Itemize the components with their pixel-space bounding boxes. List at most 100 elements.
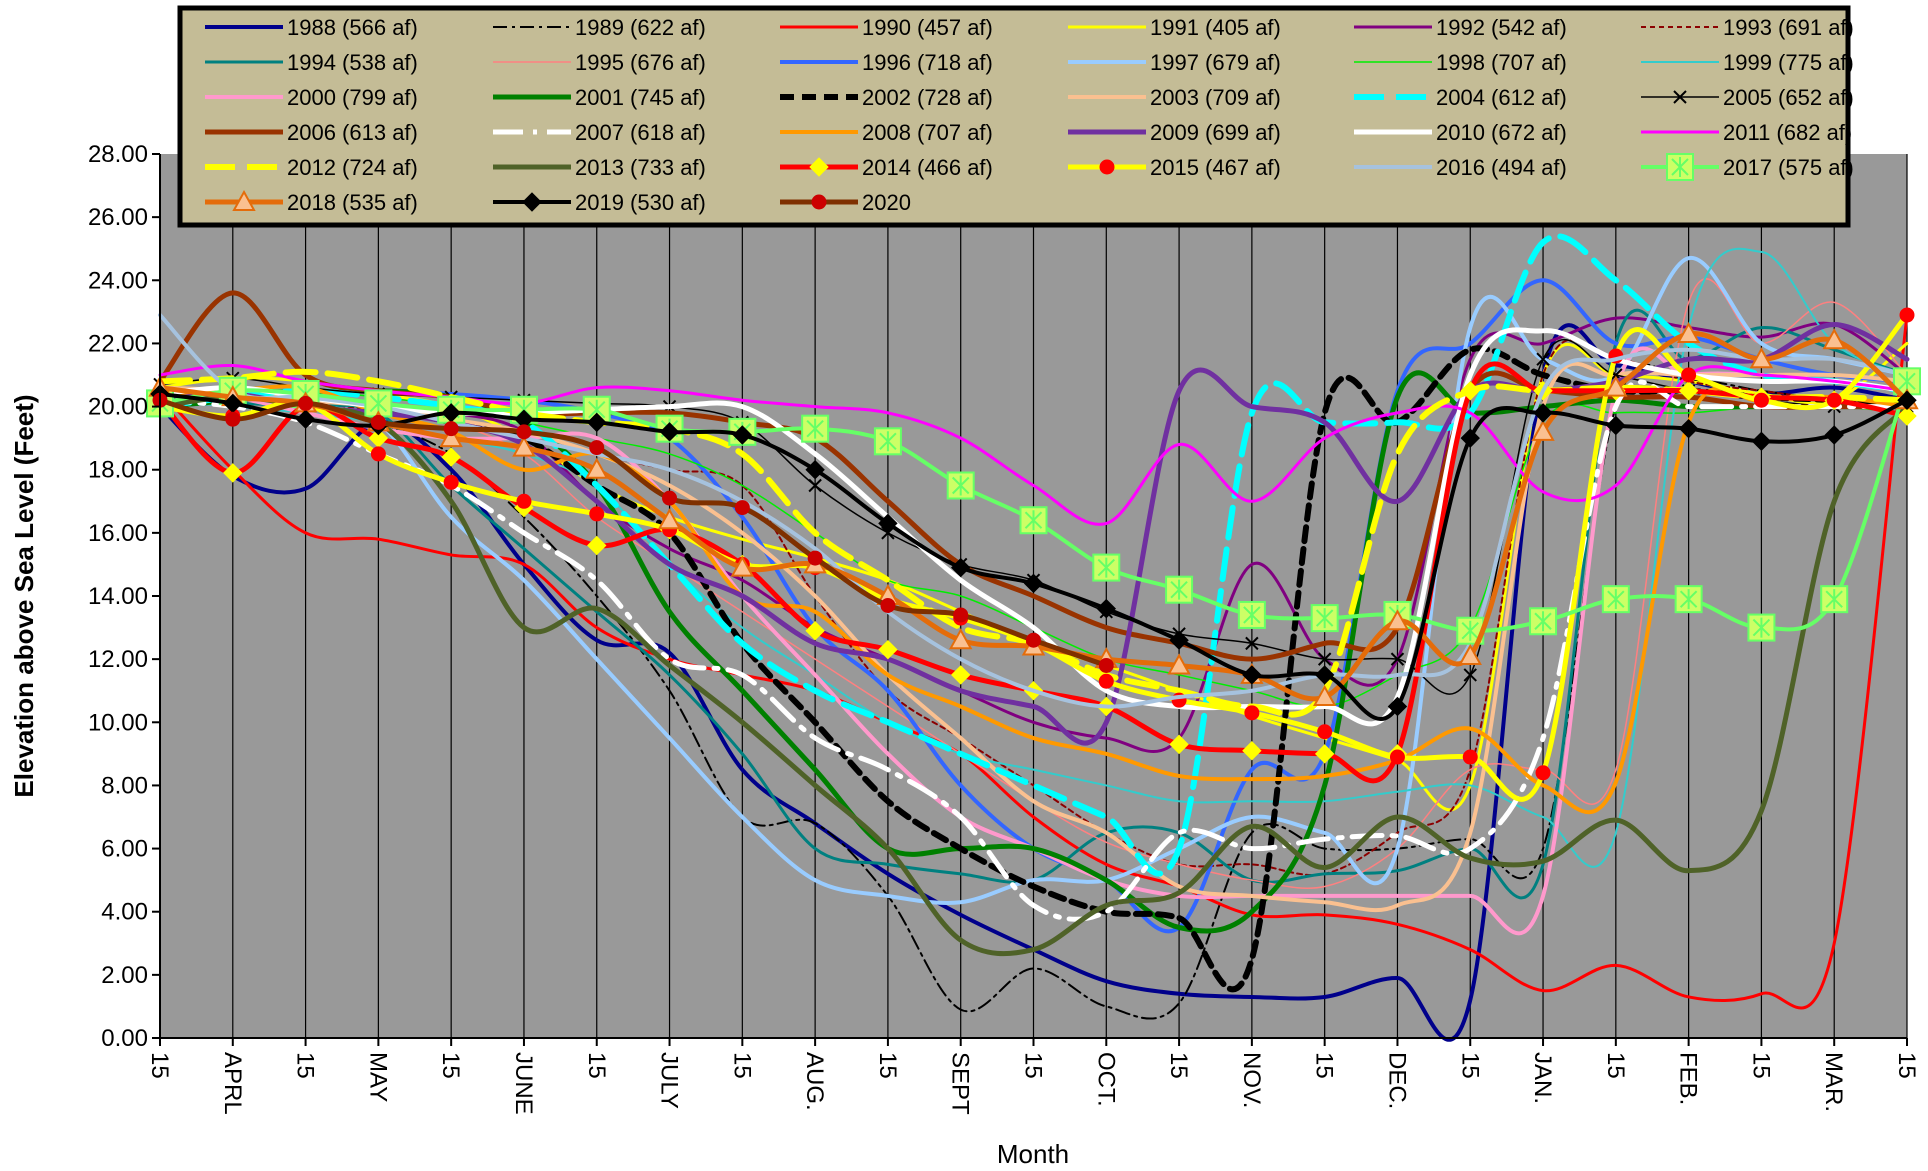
legend-label: 2000 (799 af)	[287, 85, 418, 110]
data-point	[1024, 510, 1043, 531]
axes	[152, 153, 1908, 1046]
legend-label: 1997 (679 af)	[1150, 50, 1281, 75]
data-point	[732, 425, 753, 445]
legend-entry: 2011 (682 af)	[1641, 120, 1852, 145]
data-point	[1751, 431, 1772, 452]
x-tick-label: 15	[1311, 1052, 1338, 1079]
x-tick-label: 15	[146, 1052, 173, 1079]
x-tick-label: 15	[1165, 1052, 1192, 1079]
legend-label: 2017 (575 af)	[1723, 155, 1854, 180]
x-tick-label: AUG.	[801, 1052, 828, 1111]
legend-entry: 1997 (679 af)	[1068, 50, 1281, 75]
data-point	[1385, 609, 1410, 631]
legend-entry: 2014 (466 af)	[780, 155, 993, 180]
data-point	[1314, 665, 1335, 685]
data-point	[659, 422, 680, 442]
series-line	[157, 379, 1910, 922]
x-tick-label: JULY	[656, 1052, 683, 1109]
data-point	[1096, 598, 1116, 619]
legend-marker	[1673, 90, 1687, 104]
legend-marker	[1099, 159, 1115, 175]
legend-label: 2018 (535 af)	[287, 190, 418, 215]
legend-entry: 1995 (676 af)	[493, 50, 706, 75]
data-point	[1312, 684, 1337, 707]
legend-entry: 2000 (799 af)	[205, 85, 418, 110]
data-point	[1458, 643, 1482, 665]
legend-label: 2004 (612 af)	[1436, 85, 1567, 110]
data-point	[1317, 652, 1332, 666]
legend-label: 2016 (494 af)	[1436, 155, 1567, 180]
data-point	[807, 550, 823, 566]
legend-entry: 1998 (707 af)	[1354, 50, 1567, 75]
legend-entry: 2019 (530 af)	[493, 190, 706, 215]
legend-entry: 2015 (467 af)	[1068, 155, 1281, 180]
legend-entry: 1992 (542 af)	[1354, 15, 1567, 40]
data-point	[1607, 589, 1625, 610]
series-line	[158, 323, 1909, 1042]
legend-label: 1992 (542 af)	[1436, 15, 1567, 40]
y-tick-label: 14.00	[88, 583, 148, 610]
series-20	[158, 384, 1909, 815]
legend-label: 1994 (538 af)	[287, 50, 418, 75]
data-point	[585, 457, 609, 479]
legend-label: 1993 (691 af)	[1723, 15, 1854, 40]
data-point	[1244, 705, 1260, 721]
legend-entry: 2006 (613 af)	[205, 120, 418, 145]
data-point	[1533, 403, 1553, 423]
legend-label: 1991 (405 af)	[1150, 15, 1281, 40]
data-point	[1169, 630, 1189, 650]
data-point	[1536, 352, 1550, 366]
legend-label: 2003 (709 af)	[1150, 85, 1281, 110]
x-tick-label: JUNE	[510, 1052, 537, 1115]
data-point	[1023, 573, 1044, 594]
legend-entry: 2012 (724 af)	[205, 155, 418, 180]
data-point	[1897, 390, 1917, 410]
y-tick-label: 6.00	[101, 836, 148, 863]
data-point	[1097, 557, 1115, 578]
data-point	[951, 665, 971, 685]
series-15	[158, 361, 1909, 913]
data-point	[1387, 696, 1408, 717]
legend-entry: 2010 (672 af)	[1354, 120, 1567, 145]
legend-entry: 2008 (707 af)	[780, 120, 993, 145]
legend-entry: 2017 (575 af)	[1641, 153, 1854, 181]
series-0	[158, 323, 1909, 1042]
legend-entry: 1990 (457 af)	[780, 15, 993, 40]
legend-entry: 1993 (691 af)	[1641, 15, 1854, 40]
x-tick-label: 15	[1456, 1052, 1483, 1079]
data-point	[225, 411, 241, 427]
y-tick-label: 26.00	[88, 204, 148, 231]
data-point	[1026, 632, 1041, 648]
data-point	[1242, 665, 1262, 685]
data-point	[1463, 668, 1477, 682]
data-point	[1753, 392, 1769, 408]
legend-entry: 2004 (612 af)	[1354, 85, 1567, 110]
data-point	[1461, 620, 1479, 641]
series-19	[157, 379, 1910, 922]
legend-label: 2019 (530 af)	[575, 190, 706, 215]
data-point	[1317, 724, 1333, 740]
legend-entry: 1999 (775 af)	[1641, 50, 1854, 75]
x-tick-label: FEB.	[1675, 1052, 1702, 1105]
series-32	[152, 392, 1114, 673]
y-tick-label: 8.00	[101, 772, 148, 799]
legend: 1988 (566 af) 1989 (622 af) 1990 (457 af) 1…	[177, 5, 1854, 228]
data-point	[808, 478, 822, 493]
data-point	[1389, 749, 1405, 765]
legend-label: 2002 (728 af)	[862, 85, 993, 110]
data-point	[1899, 307, 1915, 323]
legend-entry: 2005 (652 af)	[1641, 85, 1854, 110]
y-tick-label: 16.00	[88, 520, 148, 547]
data-point	[1243, 604, 1261, 625]
x-tick-label: 15	[1747, 1052, 1774, 1079]
series-line	[157, 397, 1109, 668]
x-tick-label: JAN.	[1529, 1052, 1556, 1104]
legend-label: 1988 (566 af)	[287, 15, 418, 40]
y-tick-label: 4.00	[101, 899, 148, 926]
data-point	[662, 490, 678, 506]
y-tick-label: 0.00	[101, 1025, 148, 1052]
legend-label: 2014 (466 af)	[862, 155, 993, 180]
data-point	[443, 421, 459, 437]
x-tick-label: SEPT	[947, 1052, 974, 1115]
series-line	[158, 384, 1909, 815]
